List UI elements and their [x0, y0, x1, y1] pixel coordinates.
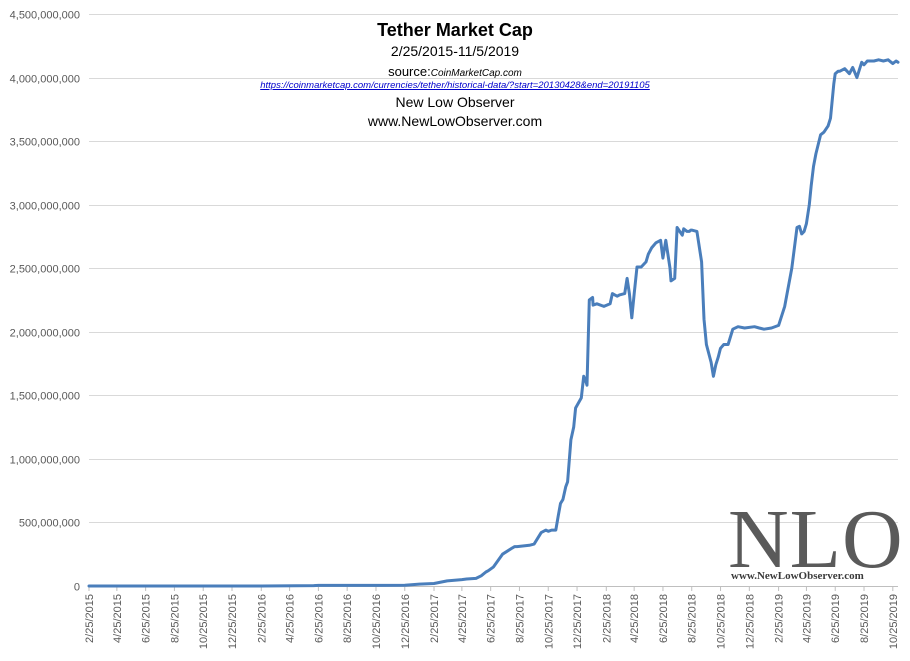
source-url-link[interactable]: https://coinmarketcap.com/currencies/tet…: [260, 80, 650, 91]
chart-subtitle: 2/25/2015-11/5/2019: [390, 43, 520, 59]
source-name: CoinMarketCap.com: [430, 68, 522, 79]
x-tick-label: 12/25/2017: [572, 594, 584, 649]
website-text: www.NewLowObserver.com: [367, 113, 543, 129]
gridlines: [89, 14, 898, 523]
x-tick-label: 6/25/2015: [141, 594, 153, 643]
x-tick-label: 4/25/2018: [629, 594, 641, 643]
x-tick-label: 8/25/2018: [687, 594, 699, 643]
x-tick-label: 12/25/2018: [744, 594, 756, 649]
nlo-watermark-url: www.NewLowObserver.com: [731, 570, 864, 582]
y-tick-label: 1,500,000,000: [10, 391, 80, 403]
x-tick-label: 6/25/2017: [486, 594, 498, 643]
x-tick-label: 6/25/2016: [313, 594, 325, 643]
y-tick-label: 2,000,000,000: [10, 328, 80, 340]
x-tick-label: 10/25/2015: [198, 594, 210, 649]
x-tick-label: 6/25/2019: [830, 594, 842, 643]
series-line: [87, 58, 900, 588]
x-tick-label: 12/25/2016: [400, 594, 412, 649]
nlo-watermark-logo: NLO: [728, 493, 904, 586]
x-tick-label: 8/25/2017: [514, 594, 526, 643]
source-label: source:: [388, 64, 431, 79]
x-tick-label: 2/25/2017: [429, 594, 441, 643]
chart-title: Tether Market Cap: [377, 20, 533, 40]
x-tick-label: 4/25/2016: [285, 594, 297, 643]
y-axis: 0 500,000,000 1,000,000,000 1,500,000,000 2,…: [10, 10, 80, 594]
x-tick-label: 2/25/2019: [774, 594, 786, 643]
x-tick-label: 8/25/2015: [169, 594, 181, 643]
x-tick-label: 4/25/2019: [801, 594, 813, 643]
y-tick-label: 0: [74, 582, 80, 594]
x-tick-label: 4/25/2017: [457, 594, 469, 643]
x-tick-label: 4/25/2015: [112, 594, 124, 643]
source-line: source:CoinMarketCap.com: [195, 64, 715, 79]
x-tick-label: 10/25/2016: [371, 594, 383, 649]
x-tick-label: 10/25/2019: [888, 594, 900, 649]
x-tick-label: 12/25/2015: [227, 594, 239, 649]
x-tick-label: 2/25/2018: [601, 594, 613, 643]
y-tick-label: 1,000,000,000: [10, 455, 80, 467]
x-tick-label: 6/25/2018: [658, 594, 670, 643]
series-group: [87, 58, 900, 588]
y-tick-label: 500,000,000: [19, 518, 80, 530]
x-tick-label: 2/25/2016: [256, 594, 268, 643]
y-tick-label: 3,500,000,000: [10, 137, 80, 149]
x-tick-label: 10/25/2018: [716, 594, 728, 649]
y-tick-label: 3,000,000,000: [10, 201, 80, 213]
x-tick-label: 8/25/2019: [859, 594, 871, 643]
y-tick-label: 4,000,000,000: [10, 74, 80, 86]
y-tick-label: 4,500,000,000: [10, 10, 80, 22]
author-name: New Low Observer: [395, 94, 515, 110]
y-tick-label: 2,500,000,000: [10, 264, 80, 276]
x-tick-label: 8/25/2016: [342, 594, 354, 643]
x-tick-label: 2/25/2015: [84, 594, 96, 643]
x-axis: 2/25/2015 4/25/2015 6/25/2015 8/25/2015 10/2…: [84, 586, 900, 649]
x-tick-label: 10/25/2017: [543, 594, 555, 649]
